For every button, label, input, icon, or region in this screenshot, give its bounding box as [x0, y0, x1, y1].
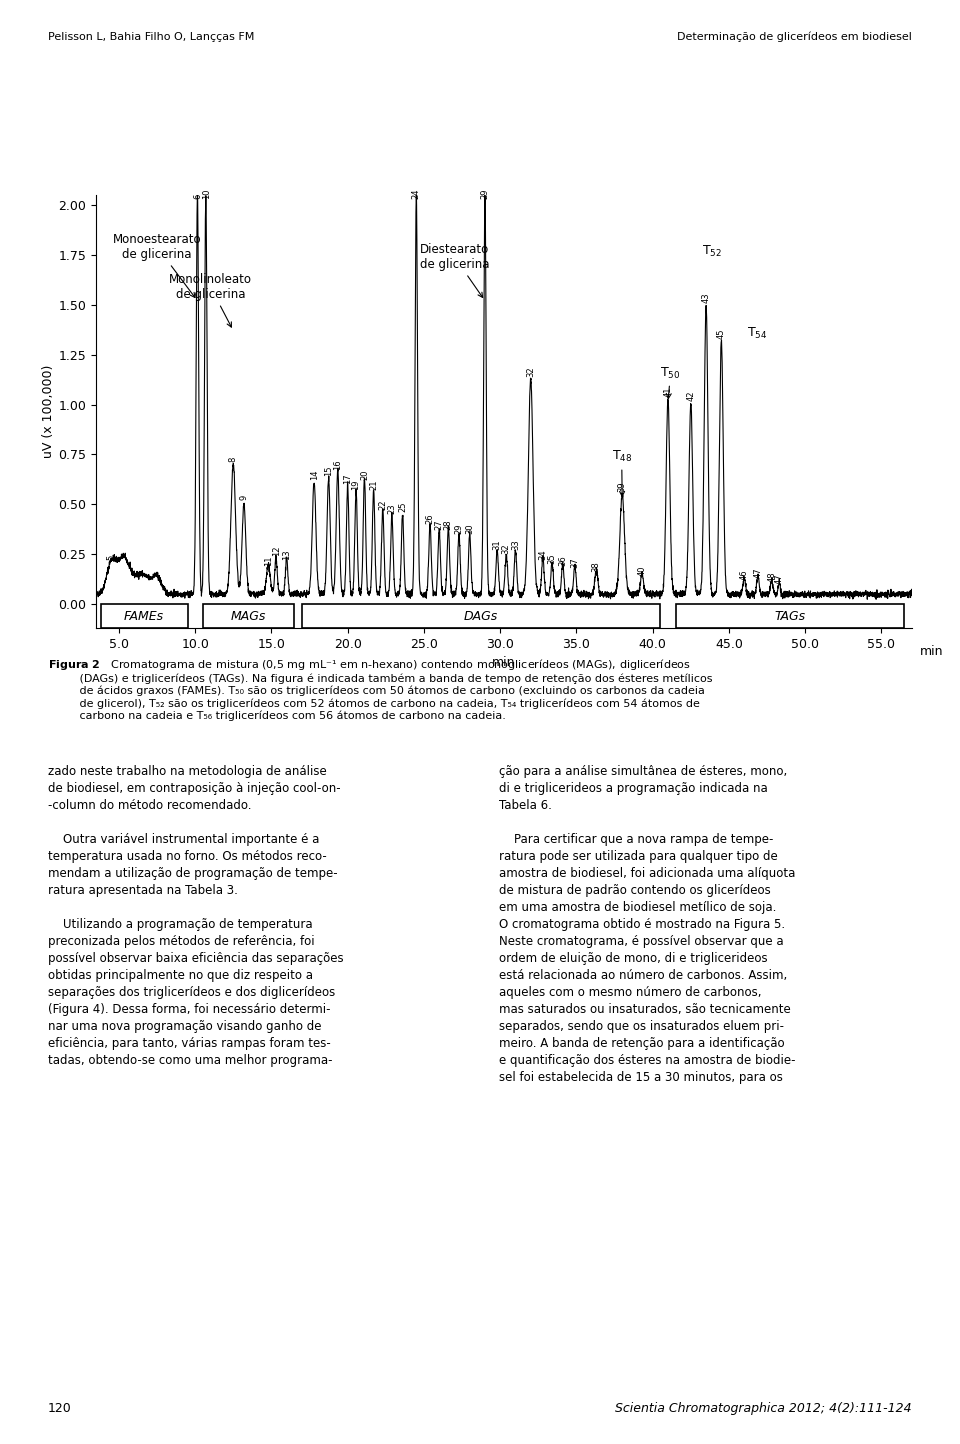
Text: 46: 46	[740, 569, 749, 580]
Text: 12: 12	[273, 546, 281, 556]
Text: 34: 34	[539, 550, 547, 560]
Text: 45: 45	[717, 328, 726, 339]
Text: 10: 10	[202, 188, 211, 199]
Text: 15: 15	[324, 466, 333, 477]
Text: 33: 33	[511, 540, 520, 550]
Text: 43: 43	[702, 292, 710, 303]
Text: 27: 27	[435, 520, 444, 530]
Text: 28: 28	[444, 520, 453, 530]
Text: 32: 32	[526, 365, 535, 377]
Text: 31: 31	[492, 540, 502, 550]
Text: 22: 22	[378, 500, 387, 510]
Text: 5: 5	[107, 554, 116, 560]
Text: TAGs: TAGs	[775, 609, 805, 622]
Text: Pelisson L, Bahia Filho O, Lançças FM: Pelisson L, Bahia Filho O, Lançças FM	[48, 32, 254, 42]
Text: 47: 47	[754, 567, 762, 578]
Text: 35: 35	[547, 553, 557, 565]
Y-axis label: uV (x 100,000): uV (x 100,000)	[42, 365, 56, 458]
Text: 13: 13	[282, 550, 291, 560]
Text: 38: 38	[591, 562, 601, 572]
Text: 120: 120	[48, 1402, 72, 1415]
Bar	[301, 604, 660, 628]
Text: 26: 26	[425, 514, 435, 524]
Text: 9: 9	[239, 495, 249, 501]
Text: 25: 25	[398, 503, 407, 513]
Text: 14: 14	[310, 469, 319, 481]
Text: ção para a análise simultânea de ésteres, mono,
di e triglicerideos a programaçã: ção para a análise simultânea de ésteres…	[499, 765, 796, 1084]
Text: Diestearato
de glicerina: Diestearato de glicerina	[420, 243, 490, 297]
X-axis label: min: min	[492, 657, 516, 670]
Text: 40: 40	[637, 566, 646, 576]
Text: 39: 39	[617, 482, 627, 492]
Text: 24: 24	[412, 188, 420, 199]
Text: 16: 16	[333, 459, 343, 471]
Text: Monoestearato
de glicerina: Monoestearato de glicerina	[112, 232, 202, 297]
Text: 19: 19	[351, 479, 361, 491]
Text: 41: 41	[663, 386, 672, 397]
Text: MAGs: MAGs	[230, 609, 266, 622]
Text: Determinação de glicerídeos em biodiesel: Determinação de glicerídeos em biodiesel	[677, 32, 912, 42]
Text: 30: 30	[466, 524, 474, 534]
Text: 32: 32	[502, 543, 511, 554]
Text: T$_{54}$: T$_{54}$	[747, 325, 768, 341]
Text: 21: 21	[369, 479, 378, 491]
Text: DAGs: DAGs	[464, 609, 498, 622]
Text: 37: 37	[570, 557, 580, 569]
Bar	[676, 604, 904, 628]
Text: 17: 17	[343, 474, 352, 484]
Text: T$_{50}$: T$_{50}$	[660, 365, 681, 399]
Text: T$_{48}$: T$_{48}$	[612, 449, 632, 497]
Text: Scientia Chromatographica 2012; 4(2):111-124: Scientia Chromatographica 2012; 4(2):111…	[615, 1402, 912, 1415]
Text: Monolinoleato
de glicerina: Monolinoleato de glicerina	[169, 273, 252, 328]
Text: FAMEs: FAMEs	[124, 609, 164, 622]
Text: T$_{52}$: T$_{52}$	[702, 244, 722, 258]
Text: 8: 8	[228, 458, 238, 462]
Text: $\bf{Figura\ 2}$   Cromatograma de mistura (0,5 mg mL⁻¹ em n-hexano) contendo mo: $\bf{Figura\ 2}$ Cromatograma de mistura…	[48, 657, 712, 721]
Text: 48: 48	[767, 572, 777, 582]
Text: min: min	[920, 645, 944, 658]
Text: 6: 6	[193, 193, 202, 199]
Text: 11: 11	[264, 556, 273, 566]
Bar	[101, 604, 187, 628]
Text: 42: 42	[686, 390, 695, 400]
Text: zado neste trabalho na metodologia de análise
de biodiesel, em contraposição à i: zado neste trabalho na metodologia de an…	[48, 765, 344, 1067]
Text: 29: 29	[480, 188, 490, 199]
Text: 20: 20	[360, 469, 369, 481]
Text: 29: 29	[454, 524, 464, 534]
Text: 23: 23	[388, 504, 396, 514]
Bar	[203, 604, 295, 628]
Text: 47: 47	[775, 573, 783, 585]
Text: 36: 36	[558, 556, 567, 566]
